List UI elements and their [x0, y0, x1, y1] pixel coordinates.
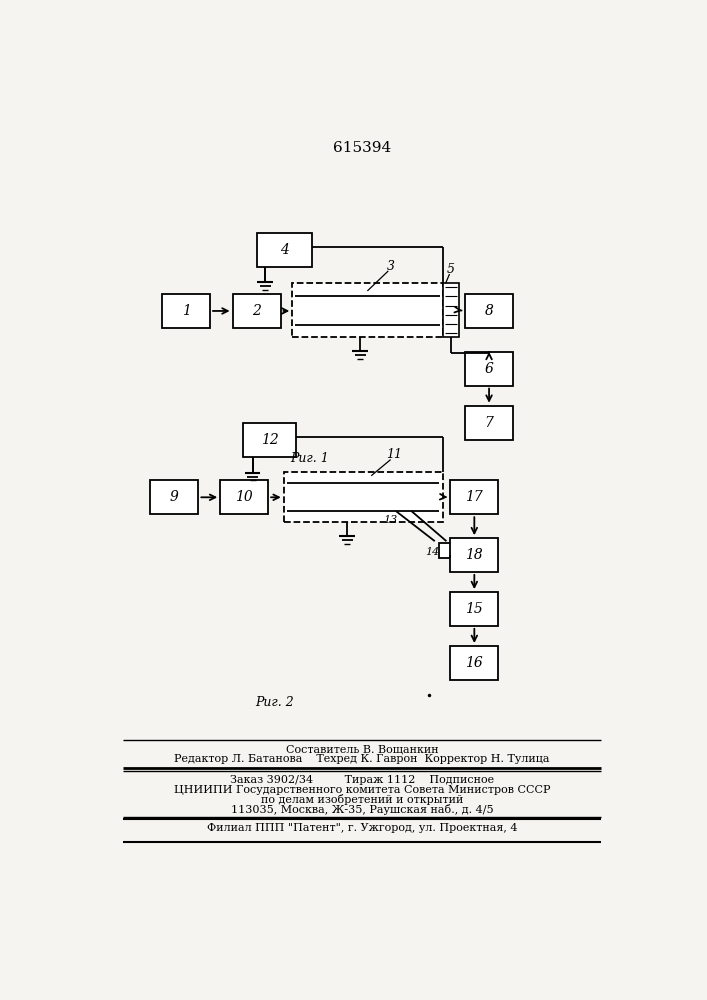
- FancyBboxPatch shape: [257, 233, 312, 267]
- FancyBboxPatch shape: [284, 472, 443, 522]
- Text: 3: 3: [387, 260, 395, 273]
- Text: Редактор Л. Батанова    Техред К. Гаврон  Корректор Н. Тулица: Редактор Л. Батанова Техред К. Гаврон Ко…: [174, 754, 550, 764]
- Text: 8: 8: [484, 304, 493, 318]
- FancyBboxPatch shape: [465, 294, 513, 328]
- Text: 10: 10: [235, 490, 253, 504]
- Text: 4: 4: [280, 243, 289, 257]
- Text: 9: 9: [170, 490, 179, 504]
- Text: 7: 7: [484, 416, 493, 430]
- FancyBboxPatch shape: [443, 283, 459, 337]
- Text: 16: 16: [465, 656, 483, 670]
- FancyBboxPatch shape: [450, 538, 498, 572]
- Text: 18: 18: [465, 548, 483, 562]
- Text: по делам изобретений и открытий: по делам изобретений и открытий: [261, 794, 463, 805]
- Text: 1: 1: [182, 304, 190, 318]
- Text: 6: 6: [484, 362, 493, 376]
- Text: 17: 17: [465, 490, 483, 504]
- Text: Заказ 3902/34         Тираж 1112    Подписное: Заказ 3902/34 Тираж 1112 Подписное: [230, 775, 494, 785]
- FancyBboxPatch shape: [151, 480, 199, 514]
- FancyBboxPatch shape: [162, 294, 210, 328]
- Text: 11: 11: [387, 448, 402, 461]
- FancyBboxPatch shape: [465, 352, 513, 386]
- Text: Филиал ППП "Патент", г. Ужгород, ул. Проектная, 4: Филиал ППП "Патент", г. Ужгород, ул. Про…: [206, 823, 518, 833]
- FancyBboxPatch shape: [243, 423, 296, 457]
- Text: 14: 14: [426, 547, 440, 557]
- Text: Риг. 1: Риг. 1: [290, 452, 329, 465]
- FancyBboxPatch shape: [450, 646, 498, 680]
- Text: 113035, Москва, Ж-35, Раушская наб., д. 4/5: 113035, Москва, Ж-35, Раушская наб., д. …: [230, 804, 493, 815]
- Text: 2: 2: [252, 304, 261, 318]
- FancyBboxPatch shape: [450, 480, 498, 514]
- FancyBboxPatch shape: [220, 480, 268, 514]
- FancyBboxPatch shape: [292, 283, 443, 337]
- Text: 5: 5: [447, 263, 455, 276]
- FancyBboxPatch shape: [465, 406, 513, 440]
- FancyBboxPatch shape: [438, 543, 460, 558]
- Text: 615394: 615394: [333, 141, 391, 155]
- FancyBboxPatch shape: [233, 294, 281, 328]
- Text: 13: 13: [382, 515, 397, 525]
- Text: Составитель В. Вощанкин: Составитель В. Вощанкин: [286, 744, 438, 754]
- Text: ЦНИИПИ Государственного комитета Совета Министров СССР: ЦНИИПИ Государственного комитета Совета …: [174, 785, 550, 795]
- FancyBboxPatch shape: [450, 592, 498, 626]
- Text: Риг. 2: Риг. 2: [255, 696, 293, 709]
- Text: 15: 15: [465, 602, 483, 616]
- Text: 12: 12: [261, 433, 279, 447]
